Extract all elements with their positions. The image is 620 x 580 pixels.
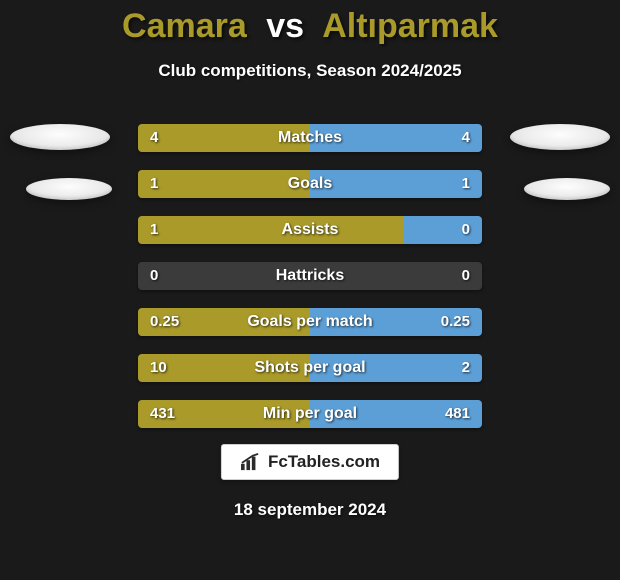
- stat-segment-left: [138, 400, 310, 428]
- stat-bars: 44Matches 11Goals 10Assists 00Hattricks 0.25…: [138, 124, 482, 446]
- stat-row: 00Hattricks: [138, 262, 482, 290]
- stat-segment-left: [138, 308, 310, 336]
- stat-segment-right: [403, 216, 482, 244]
- stat-segment-right: [310, 354, 482, 382]
- stat-row: 44Matches: [138, 124, 482, 152]
- subtitle: Club competitions, Season 2024/2025: [0, 61, 620, 81]
- title-player1: Camara: [122, 7, 247, 45]
- stat-segment-right: [310, 124, 482, 152]
- stat-track: [138, 262, 482, 290]
- stat-segment-left: [138, 354, 310, 382]
- stat-segment-right: [310, 308, 482, 336]
- brand-text: FcTables.com: [268, 452, 380, 472]
- comparison-widget: Camara vs Altıparmak Club competitions, …: [0, 0, 620, 580]
- stat-segment-left: [138, 170, 310, 198]
- stat-row: 11Goals: [138, 170, 482, 198]
- stat-segment-right: [310, 400, 482, 428]
- badge-left-top: [10, 124, 110, 150]
- badge-right-top: [510, 124, 610, 150]
- badge-right-bot: [524, 178, 610, 200]
- brand-chart-icon: [240, 453, 262, 471]
- stat-row: 431481Min per goal: [138, 400, 482, 428]
- stat-segment-right: [310, 170, 482, 198]
- badge-left-bot: [26, 178, 112, 200]
- stat-row: 0.250.25Goals per match: [138, 308, 482, 336]
- stat-row: 102Shots per goal: [138, 354, 482, 382]
- stat-row: 10Assists: [138, 216, 482, 244]
- footer-date: 18 september 2024: [0, 500, 620, 520]
- title-player2: Altıparmak: [322, 7, 498, 45]
- title-vs: vs: [266, 7, 304, 45]
- stat-segment-left: [138, 124, 310, 152]
- stat-segment-left: [138, 216, 403, 244]
- brand-box[interactable]: FcTables.com: [221, 444, 399, 480]
- title: Camara vs Altıparmak: [0, 0, 620, 47]
